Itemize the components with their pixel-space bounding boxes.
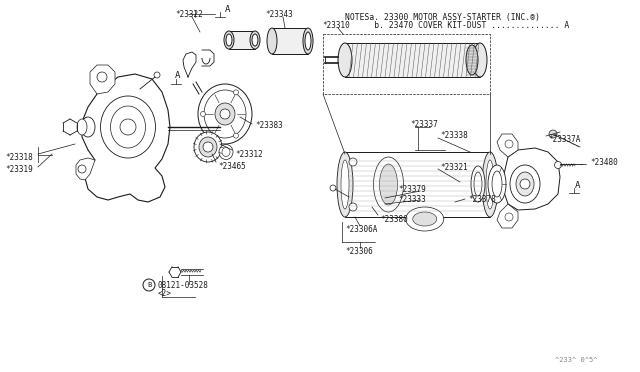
Ellipse shape [303,28,313,54]
Circle shape [349,203,357,211]
Text: *23333: *23333 [398,195,426,203]
Text: A: A [225,4,230,13]
Circle shape [203,142,213,152]
Text: *23337: *23337 [410,119,438,128]
Ellipse shape [111,106,145,148]
Circle shape [97,72,107,82]
Ellipse shape [492,171,502,197]
Ellipse shape [466,45,478,75]
Text: *23318: *23318 [5,153,33,161]
Circle shape [520,179,530,189]
Ellipse shape [215,103,235,125]
Circle shape [549,130,557,138]
Circle shape [234,90,239,95]
Text: *23306A: *23306A [345,224,378,234]
Polygon shape [497,204,518,228]
Text: *23383: *23383 [255,121,283,129]
Ellipse shape [252,34,258,46]
Bar [345,152,490,217]
Ellipse shape [250,31,260,49]
Ellipse shape [81,117,95,137]
Polygon shape [504,148,560,210]
Text: A: A [175,71,180,80]
Bar [229,31,255,49]
Text: *23322: *23322 [175,10,203,19]
Text: A: A [575,180,580,189]
Bar [272,28,308,54]
Text: *23319: *23319 [5,164,33,173]
Text: *23321: *23321 [440,163,468,171]
Text: *23379: *23379 [398,185,426,193]
Text: *23312: *23312 [235,150,263,158]
Circle shape [78,165,86,173]
Circle shape [234,133,239,138]
Ellipse shape [305,32,311,50]
Text: *23465: *23465 [218,161,246,170]
Circle shape [505,140,513,148]
Text: NOTESa. 23300 MOTOR ASSY-STARTER (INC.®): NOTESa. 23300 MOTOR ASSY-STARTER (INC.®) [345,13,540,22]
Ellipse shape [194,132,222,162]
Text: *23338: *23338 [440,131,468,140]
Ellipse shape [224,31,234,49]
Circle shape [120,119,136,135]
Text: *23343: *23343 [265,10,292,19]
Ellipse shape [337,152,353,217]
Ellipse shape [471,166,485,202]
Text: b. 23470 COVER KIT-DUST .............. A: b. 23470 COVER KIT-DUST .............. A [345,20,569,29]
Ellipse shape [510,165,540,203]
Circle shape [554,161,561,169]
Ellipse shape [413,212,436,226]
Ellipse shape [486,160,494,209]
Ellipse shape [341,160,349,209]
Text: <2>: <2> [158,289,172,298]
Bar [345,43,480,77]
Polygon shape [82,74,170,202]
Ellipse shape [482,152,498,217]
Circle shape [349,158,357,166]
Ellipse shape [338,43,352,77]
Ellipse shape [198,84,252,144]
Text: 08121-03528: 08121-03528 [158,280,209,289]
Ellipse shape [77,119,87,135]
Circle shape [143,279,155,291]
Ellipse shape [474,172,482,196]
Polygon shape [90,65,115,94]
Text: B: B [147,282,151,288]
Text: *23306: *23306 [345,247,372,257]
Ellipse shape [222,148,230,157]
Polygon shape [76,158,95,180]
Ellipse shape [204,90,246,138]
Ellipse shape [100,96,156,158]
Circle shape [220,109,230,119]
Ellipse shape [219,144,233,160]
Circle shape [505,213,513,221]
Ellipse shape [267,28,277,54]
Ellipse shape [226,34,232,46]
Ellipse shape [473,43,487,77]
Ellipse shape [199,137,217,157]
Text: ^233^ 0^5^: ^233^ 0^5^ [555,357,598,363]
Ellipse shape [380,164,397,205]
Ellipse shape [406,207,444,231]
Ellipse shape [488,165,506,203]
Polygon shape [497,134,518,157]
Text: *23310: *23310 [322,20,349,29]
Ellipse shape [516,172,534,196]
Text: *23480: *23480 [590,157,618,167]
Text: *23337A: *23337A [548,135,580,144]
Circle shape [330,185,336,191]
Circle shape [154,72,160,78]
Text: *23380: *23380 [380,215,408,224]
Text: *23378: *23378 [468,195,496,203]
Ellipse shape [374,157,403,212]
Circle shape [200,112,205,116]
